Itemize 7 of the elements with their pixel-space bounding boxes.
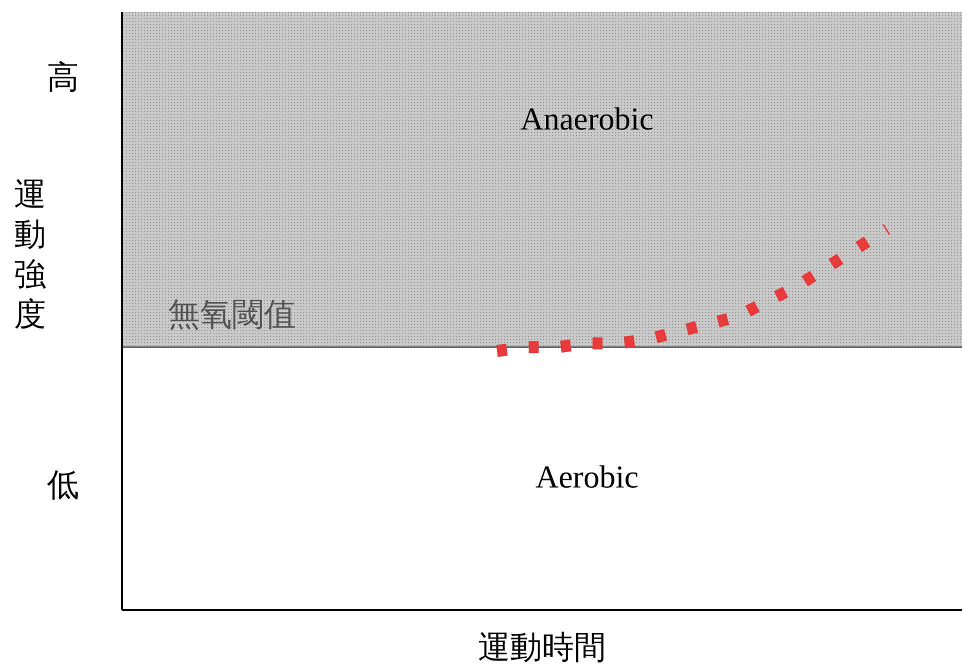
annotation: Aerobic	[535, 458, 639, 495]
text: 高	[47, 58, 79, 95]
band-label: Anaerobic	[520, 100, 654, 137]
text: 低	[47, 466, 79, 502]
x-axis-title: 運動時間	[478, 629, 606, 664]
y-axis-title: 運動強度	[14, 176, 46, 332]
ref-line-label: 無氧閾值	[168, 296, 296, 332]
